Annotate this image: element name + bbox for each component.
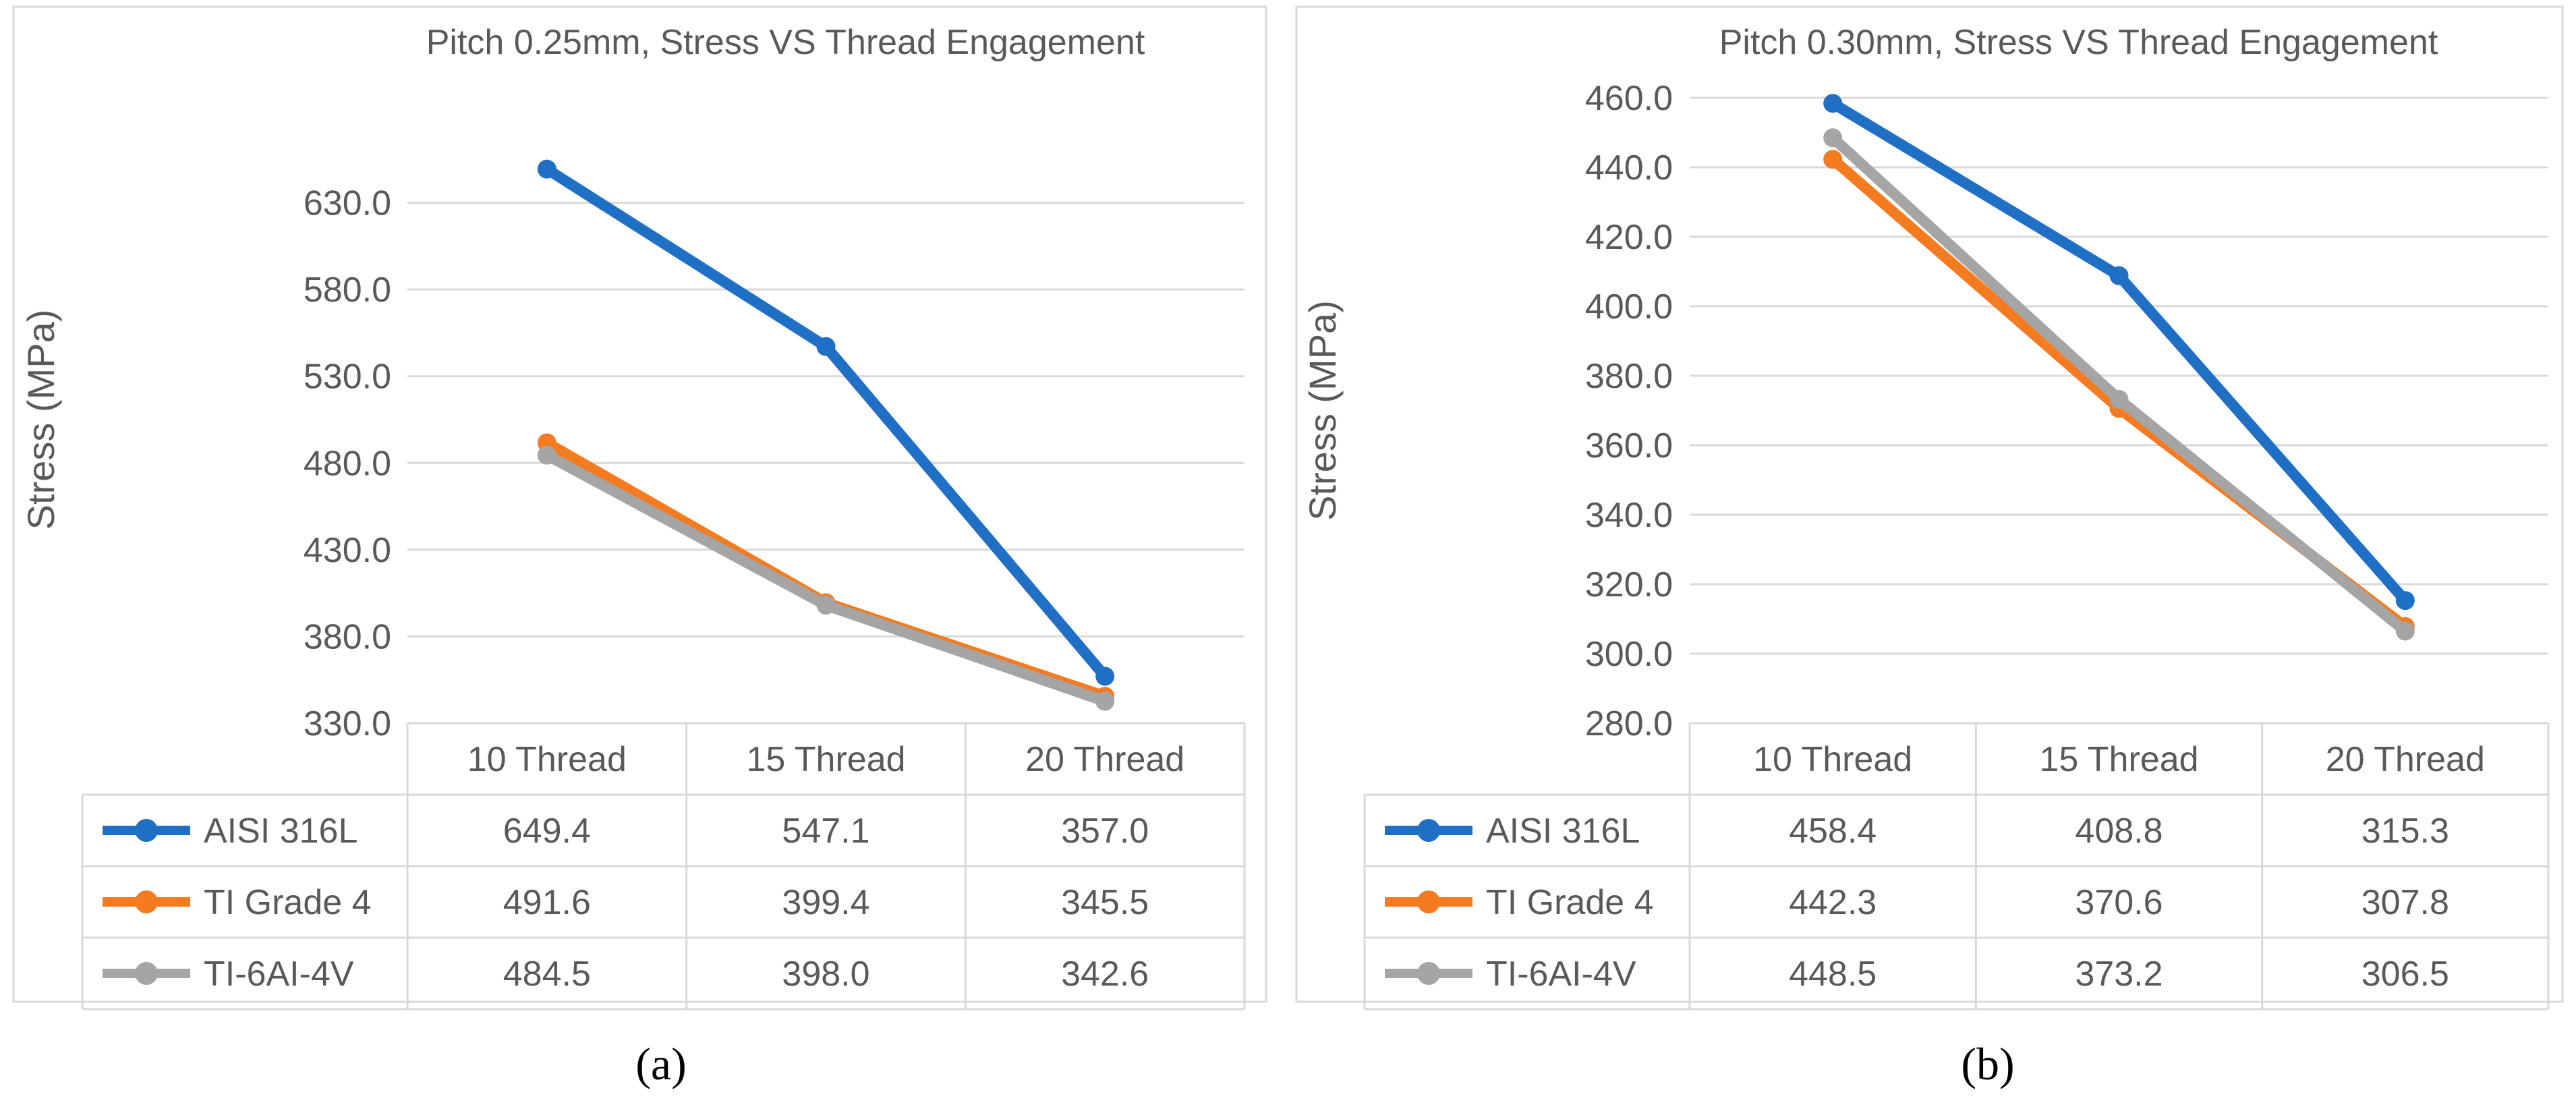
chart-a-table-value: 484.5 — [503, 955, 591, 994]
chart-b-y-axis-label: Stress (MPa) — [1301, 300, 1344, 521]
chart-b-y-tick-label: 380.0 — [1585, 357, 1673, 396]
chart-b-frame — [1295, 5, 2564, 1003]
chart-a-table-value: 342.6 — [1061, 955, 1149, 994]
chart-a-data-point — [537, 445, 556, 465]
chart-b-table-value: 448.5 — [1789, 955, 1877, 994]
chart-b-category-label: 15 Thread — [2039, 740, 2198, 779]
chart-b-data-point — [1823, 94, 1843, 113]
chart-b-category-label: 20 Thread — [2326, 740, 2485, 779]
chart-b-table-value: 370.6 — [2075, 883, 2163, 922]
chart-a-legend-key-marker — [135, 962, 158, 985]
chart-b-table-value: 442.3 — [1789, 883, 1877, 922]
chart-b-table-value: 408.8 — [2075, 812, 2163, 851]
chart-a-table-value: 399.4 — [782, 883, 869, 922]
chart-b-data-point — [1823, 150, 1843, 169]
chart-b-legend-label: AISI 316L — [1486, 812, 1640, 851]
chart-a-legend-label: TI-6AI-4V — [204, 955, 354, 994]
chart-b-category-label: 10 Thread — [1753, 740, 1912, 779]
chart-a-y-tick-label: 330.0 — [304, 704, 391, 743]
chart-b-legend-label: TI-6AI-4V — [1486, 955, 1636, 994]
chart-a-table-value: 547.1 — [782, 812, 869, 851]
chart-a-legend-label: AISI 316L — [204, 812, 357, 851]
chart-panel-b: Pitch 0.30mm, Stress VS Thread Engagemen… — [1295, 5, 2564, 1089]
chart-a-title: Pitch 0.25mm, Stress VS Thread Engagemen… — [426, 23, 1145, 62]
chart-b-table-value: 315.3 — [2362, 812, 2449, 851]
chart-a-y-tick-label: 530.0 — [304, 358, 391, 397]
chart-panel-a: Pitch 0.25mm, Stress VS Thread Engagemen… — [12, 5, 1267, 1089]
chart-a-caption: (a) — [635, 1038, 686, 1089]
chart-a-data-point — [816, 337, 836, 356]
chart-a-table-value: 649.4 — [503, 812, 591, 851]
chart-b-table-value: 307.8 — [2362, 883, 2449, 922]
chart-a-data-point — [1095, 691, 1115, 711]
chart-a-y-tick-label: 430.0 — [304, 531, 391, 570]
chart-b-y-tick-label: 420.0 — [1585, 218, 1673, 257]
chart-a-y-tick-label: 630.0 — [304, 184, 391, 223]
chart-b-table-value: 306.5 — [2362, 955, 2449, 994]
chart-a-legend-key-marker — [135, 890, 158, 913]
chart-b-y-tick-label: 360.0 — [1585, 426, 1673, 465]
chart-b-legend-key-marker — [1417, 819, 1440, 842]
chart-a-data-point — [1095, 666, 1115, 686]
chart-a-table-value: 491.6 — [503, 883, 591, 922]
chart-b-y-tick-label: 340.0 — [1585, 496, 1673, 535]
chart-a-y-tick-label: 380.0 — [304, 617, 391, 656]
chart-b-y-tick-label: 300.0 — [1585, 635, 1673, 674]
chart-a-data-point — [537, 159, 556, 179]
chart-b-y-tick-label: 440.0 — [1585, 148, 1673, 188]
chart-b-table-value: 458.4 — [1789, 812, 1877, 851]
chart-a-y-tick-label: 480.0 — [304, 444, 391, 483]
chart-b-table-value: 373.2 — [2075, 955, 2163, 994]
chart-b-legend-label: TI Grade 4 — [1486, 883, 1654, 922]
chart-b-y-tick-label: 460.0 — [1585, 79, 1673, 118]
chart-a-y-axis-label: Stress (MPa) — [20, 310, 62, 530]
chart-a-legend-label: TI Grade 4 — [204, 883, 372, 922]
chart-b-data-point — [2109, 266, 2129, 285]
chart-b-data-point — [2109, 390, 2129, 409]
chart-a-legend-key-marker — [135, 819, 158, 842]
chart-b-y-tick-label: 400.0 — [1585, 287, 1673, 327]
chart-a-category-label: 20 Thread — [1025, 740, 1184, 779]
chart-b-title: Pitch 0.30mm, Stress VS Thread Engagemen… — [1719, 23, 2438, 62]
chart-a-table-value: 398.0 — [782, 955, 869, 994]
chart-b-legend-key-marker — [1417, 890, 1440, 913]
chart-a-category-label: 10 Thread — [467, 740, 627, 779]
chart-b-data-point — [2395, 591, 2415, 611]
chart-b-y-tick-label: 280.0 — [1585, 704, 1673, 743]
chart-a-table-value: 345.5 — [1061, 883, 1149, 922]
chart-b-legend-key-marker — [1417, 962, 1440, 985]
chart-b-data-point — [2395, 621, 2415, 641]
chart-b-y-tick-label: 320.0 — [1585, 565, 1673, 604]
chart-a-table-value: 357.0 — [1061, 812, 1149, 851]
chart-a-data-point — [816, 596, 836, 615]
chart-a-category-label: 15 Thread — [746, 740, 905, 779]
chart-a-y-tick-label: 580.0 — [304, 271, 391, 310]
chart-b-data-point — [1823, 128, 1843, 148]
chart-b-caption: (b) — [1961, 1038, 2014, 1089]
